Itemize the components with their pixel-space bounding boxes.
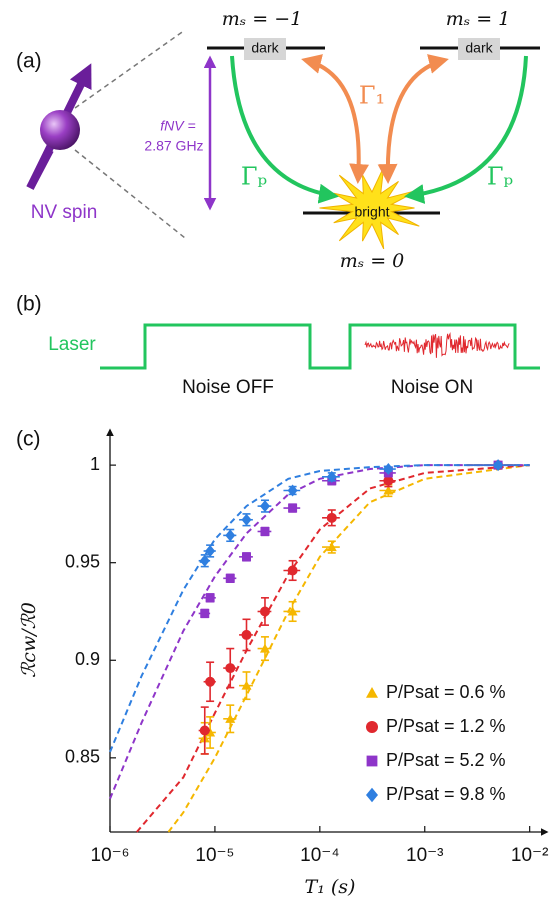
y-tick-label: 0.85 [65, 747, 100, 767]
marker-circle [205, 676, 216, 687]
panel-label: (c) [16, 428, 41, 451]
zoom-line [74, 149, 186, 239]
level-label: mₛ = 0 [340, 250, 405, 272]
legend-marker [366, 755, 378, 767]
legend-label: P/Psat = 1.2 % [386, 716, 506, 736]
y-tick-label: 1 [90, 454, 100, 474]
marker-circle [287, 565, 298, 576]
marker-diamond [241, 513, 252, 526]
y-axis-label: ℛcw/ℛ0 [18, 602, 40, 678]
marker-diamond [493, 459, 504, 472]
laser-label: Laser [48, 334, 96, 355]
fit-curve [136, 464, 530, 833]
relax-arrow [301, 54, 370, 184]
spin-sphere [40, 110, 80, 150]
legend-label: P/Psat = 9.8 % [386, 784, 506, 804]
marker-diamond [199, 554, 210, 567]
spin-arrow-tail [26, 148, 54, 190]
dark-box [458, 38, 500, 60]
frequency-label: fNV = [160, 118, 195, 134]
marker-triangle [241, 680, 252, 690]
marker-triangle [259, 643, 270, 653]
y-tick-label: 0.95 [65, 551, 100, 571]
spin-label: NV spin [31, 202, 98, 223]
x-tick-label: 10⁻⁴ [300, 845, 339, 866]
marker-square [288, 503, 298, 513]
marker-circle [225, 663, 236, 674]
legend-marker [366, 721, 378, 733]
x-tick-label: 10⁻² [511, 845, 549, 866]
x-axis-label: T₁ (s) [305, 876, 356, 898]
marker-diamond [205, 544, 216, 557]
marker-circle [259, 606, 270, 617]
fit-curve [109, 464, 530, 800]
dark-label: dark [465, 40, 493, 56]
gamma-p: Γₚ [487, 163, 513, 191]
zoom-line [74, 29, 186, 109]
gamma-p: Γₚ [241, 163, 267, 191]
marker-triangle [326, 542, 337, 552]
dark-label: dark [251, 40, 279, 56]
dark-box [244, 38, 286, 60]
marker-triangle [287, 606, 298, 616]
marker-square [260, 526, 270, 536]
legend-marker [366, 787, 378, 803]
gamma-1: Γ₁ [359, 82, 385, 110]
marker-diamond [225, 529, 236, 542]
marker-diamond [287, 484, 298, 497]
bright-label: bright [354, 204, 389, 220]
marker-square [225, 573, 235, 583]
panel-label: (b) [16, 293, 42, 316]
pump-arrow [230, 55, 339, 204]
marker-diamond [259, 500, 270, 513]
noise-off-label: Noise OFF [182, 377, 274, 398]
bright-star [319, 166, 420, 250]
marker-circle [241, 629, 252, 640]
fit-curve [109, 464, 530, 753]
y-tick-label: 0.9 [75, 649, 100, 669]
laser-pulse [100, 323, 540, 370]
marker-square [242, 552, 252, 562]
level-label: mₛ = −1 [222, 8, 302, 30]
marker-square [205, 593, 215, 603]
level-label: mₛ = 1 [446, 8, 511, 30]
x-tick-label: 10⁻³ [406, 845, 444, 866]
x-tick-label: 10⁻⁵ [195, 845, 234, 866]
legend-marker [366, 687, 378, 698]
noise-on-label: Noise ON [391, 377, 473, 398]
marker-circle [326, 512, 337, 523]
marker-square [200, 608, 210, 618]
marker-circle [199, 725, 210, 736]
marker-diamond [383, 463, 394, 476]
frequency-label: 2.87 GHz [144, 138, 203, 154]
star-shape [319, 166, 420, 250]
marker-triangle [225, 713, 236, 723]
legend-label: P/Psat = 0.6 % [386, 682, 506, 702]
fit-curve [167, 464, 530, 833]
relax-arrow [377, 54, 449, 184]
marker-circle [383, 475, 394, 486]
x-tick-label: 10⁻⁶ [91, 845, 130, 866]
marker-diamond [326, 470, 337, 483]
pump-arrow [404, 55, 528, 204]
marker-triangle [383, 485, 394, 495]
noise-trace [364, 332, 510, 358]
panel-label: (a) [16, 50, 42, 73]
legend-label: P/Psat = 5.2 % [386, 750, 506, 770]
